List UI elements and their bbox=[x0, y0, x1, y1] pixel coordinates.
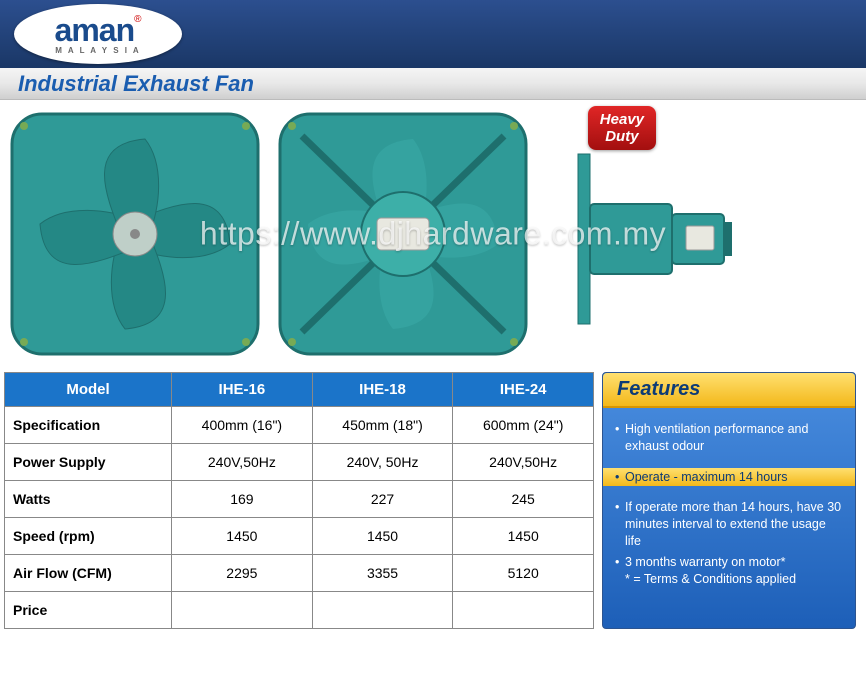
table-header-label: Model bbox=[5, 373, 172, 407]
row-cell: 227 bbox=[312, 481, 453, 518]
table-row: Power Supply240V,50Hz240V, 50Hz240V,50Hz bbox=[5, 444, 594, 481]
row-cell: 240V,50Hz bbox=[172, 444, 313, 481]
spec-table: ModelIHE-16IHE-18IHE-24 Specification400… bbox=[4, 372, 594, 629]
table-row: Specification400mm (16")450mm (18")600mm… bbox=[5, 407, 594, 444]
lower-section: ModelIHE-16IHE-18IHE-24 Specification400… bbox=[0, 368, 866, 639]
row-label: Speed (rpm) bbox=[5, 518, 172, 555]
features-title: Features bbox=[603, 373, 855, 408]
row-cell: 1450 bbox=[172, 518, 313, 555]
row-cell: 240V,50Hz bbox=[453, 444, 594, 481]
table-header-row: ModelIHE-16IHE-18IHE-24 bbox=[5, 373, 594, 407]
brand-logo: aman® M A L A Y S I A bbox=[14, 4, 182, 64]
row-label: Air Flow (CFM) bbox=[5, 555, 172, 592]
row-cell bbox=[172, 592, 313, 629]
fan-front-icon bbox=[4, 106, 266, 362]
table-header-model: IHE-24 bbox=[453, 373, 594, 407]
row-label: Price bbox=[5, 592, 172, 629]
page-title: Industrial Exhaust Fan bbox=[18, 71, 254, 97]
title-band: Industrial Exhaust Fan bbox=[0, 68, 866, 100]
table-row: Speed (rpm)145014501450 bbox=[5, 518, 594, 555]
row-cell: 1450 bbox=[312, 518, 453, 555]
feature-item: If operate more than 14 hours, have 30 m… bbox=[615, 499, 843, 550]
table-header-model: IHE-16 bbox=[172, 373, 313, 407]
row-cell: 450mm (18") bbox=[312, 407, 453, 444]
table-row: Air Flow (CFM)229533555120 bbox=[5, 555, 594, 592]
badge-line-1: Heavy bbox=[600, 111, 644, 128]
brand-subtitle: M A L A Y S I A bbox=[55, 46, 140, 55]
feature-item: High ventilation performance and exhaust… bbox=[615, 421, 843, 455]
header-bar: aman® M A L A Y S I A bbox=[0, 0, 866, 68]
row-label: Power Supply bbox=[5, 444, 172, 481]
row-cell bbox=[312, 592, 453, 629]
row-cell: 5120 bbox=[453, 555, 594, 592]
row-cell: 2295 bbox=[172, 555, 313, 592]
row-cell: 169 bbox=[172, 481, 313, 518]
row-cell: 600mm (24") bbox=[453, 407, 594, 444]
heavy-duty-badge: Heavy Duty bbox=[588, 106, 656, 150]
row-label: Watts bbox=[5, 481, 172, 518]
brand-name: aman bbox=[55, 12, 135, 48]
table-body: Specification400mm (16")450mm (18")600mm… bbox=[5, 407, 594, 629]
feature-separator: Operate - maximum 14 hours bbox=[603, 468, 855, 486]
badge-line-2: Duty bbox=[600, 128, 644, 145]
row-cell: 3355 bbox=[312, 555, 453, 592]
row-cell: 1450 bbox=[453, 518, 594, 555]
row-label: Specification bbox=[5, 407, 172, 444]
feature-item: 3 months warranty on motor* * = Terms & … bbox=[615, 554, 843, 588]
row-cell: 245 bbox=[453, 481, 594, 518]
table-row: Price bbox=[5, 592, 594, 629]
brand-registered: ® bbox=[134, 14, 141, 25]
row-cell: 240V, 50Hz bbox=[312, 444, 453, 481]
product-images: Heavy Duty https://www.djhardware.com.my bbox=[0, 100, 866, 368]
page: aman® M A L A Y S I A Industrial Exhaust… bbox=[0, 0, 866, 639]
features-list: High ventilation performance and exhaust… bbox=[603, 408, 855, 601]
features-panel: Features High ventilation performance an… bbox=[602, 372, 856, 629]
table-row: Watts169227245 bbox=[5, 481, 594, 518]
row-cell: 400mm (16") bbox=[172, 407, 313, 444]
fan-back-icon bbox=[272, 106, 534, 362]
row-cell bbox=[453, 592, 594, 629]
table-header-model: IHE-18 bbox=[312, 373, 453, 407]
